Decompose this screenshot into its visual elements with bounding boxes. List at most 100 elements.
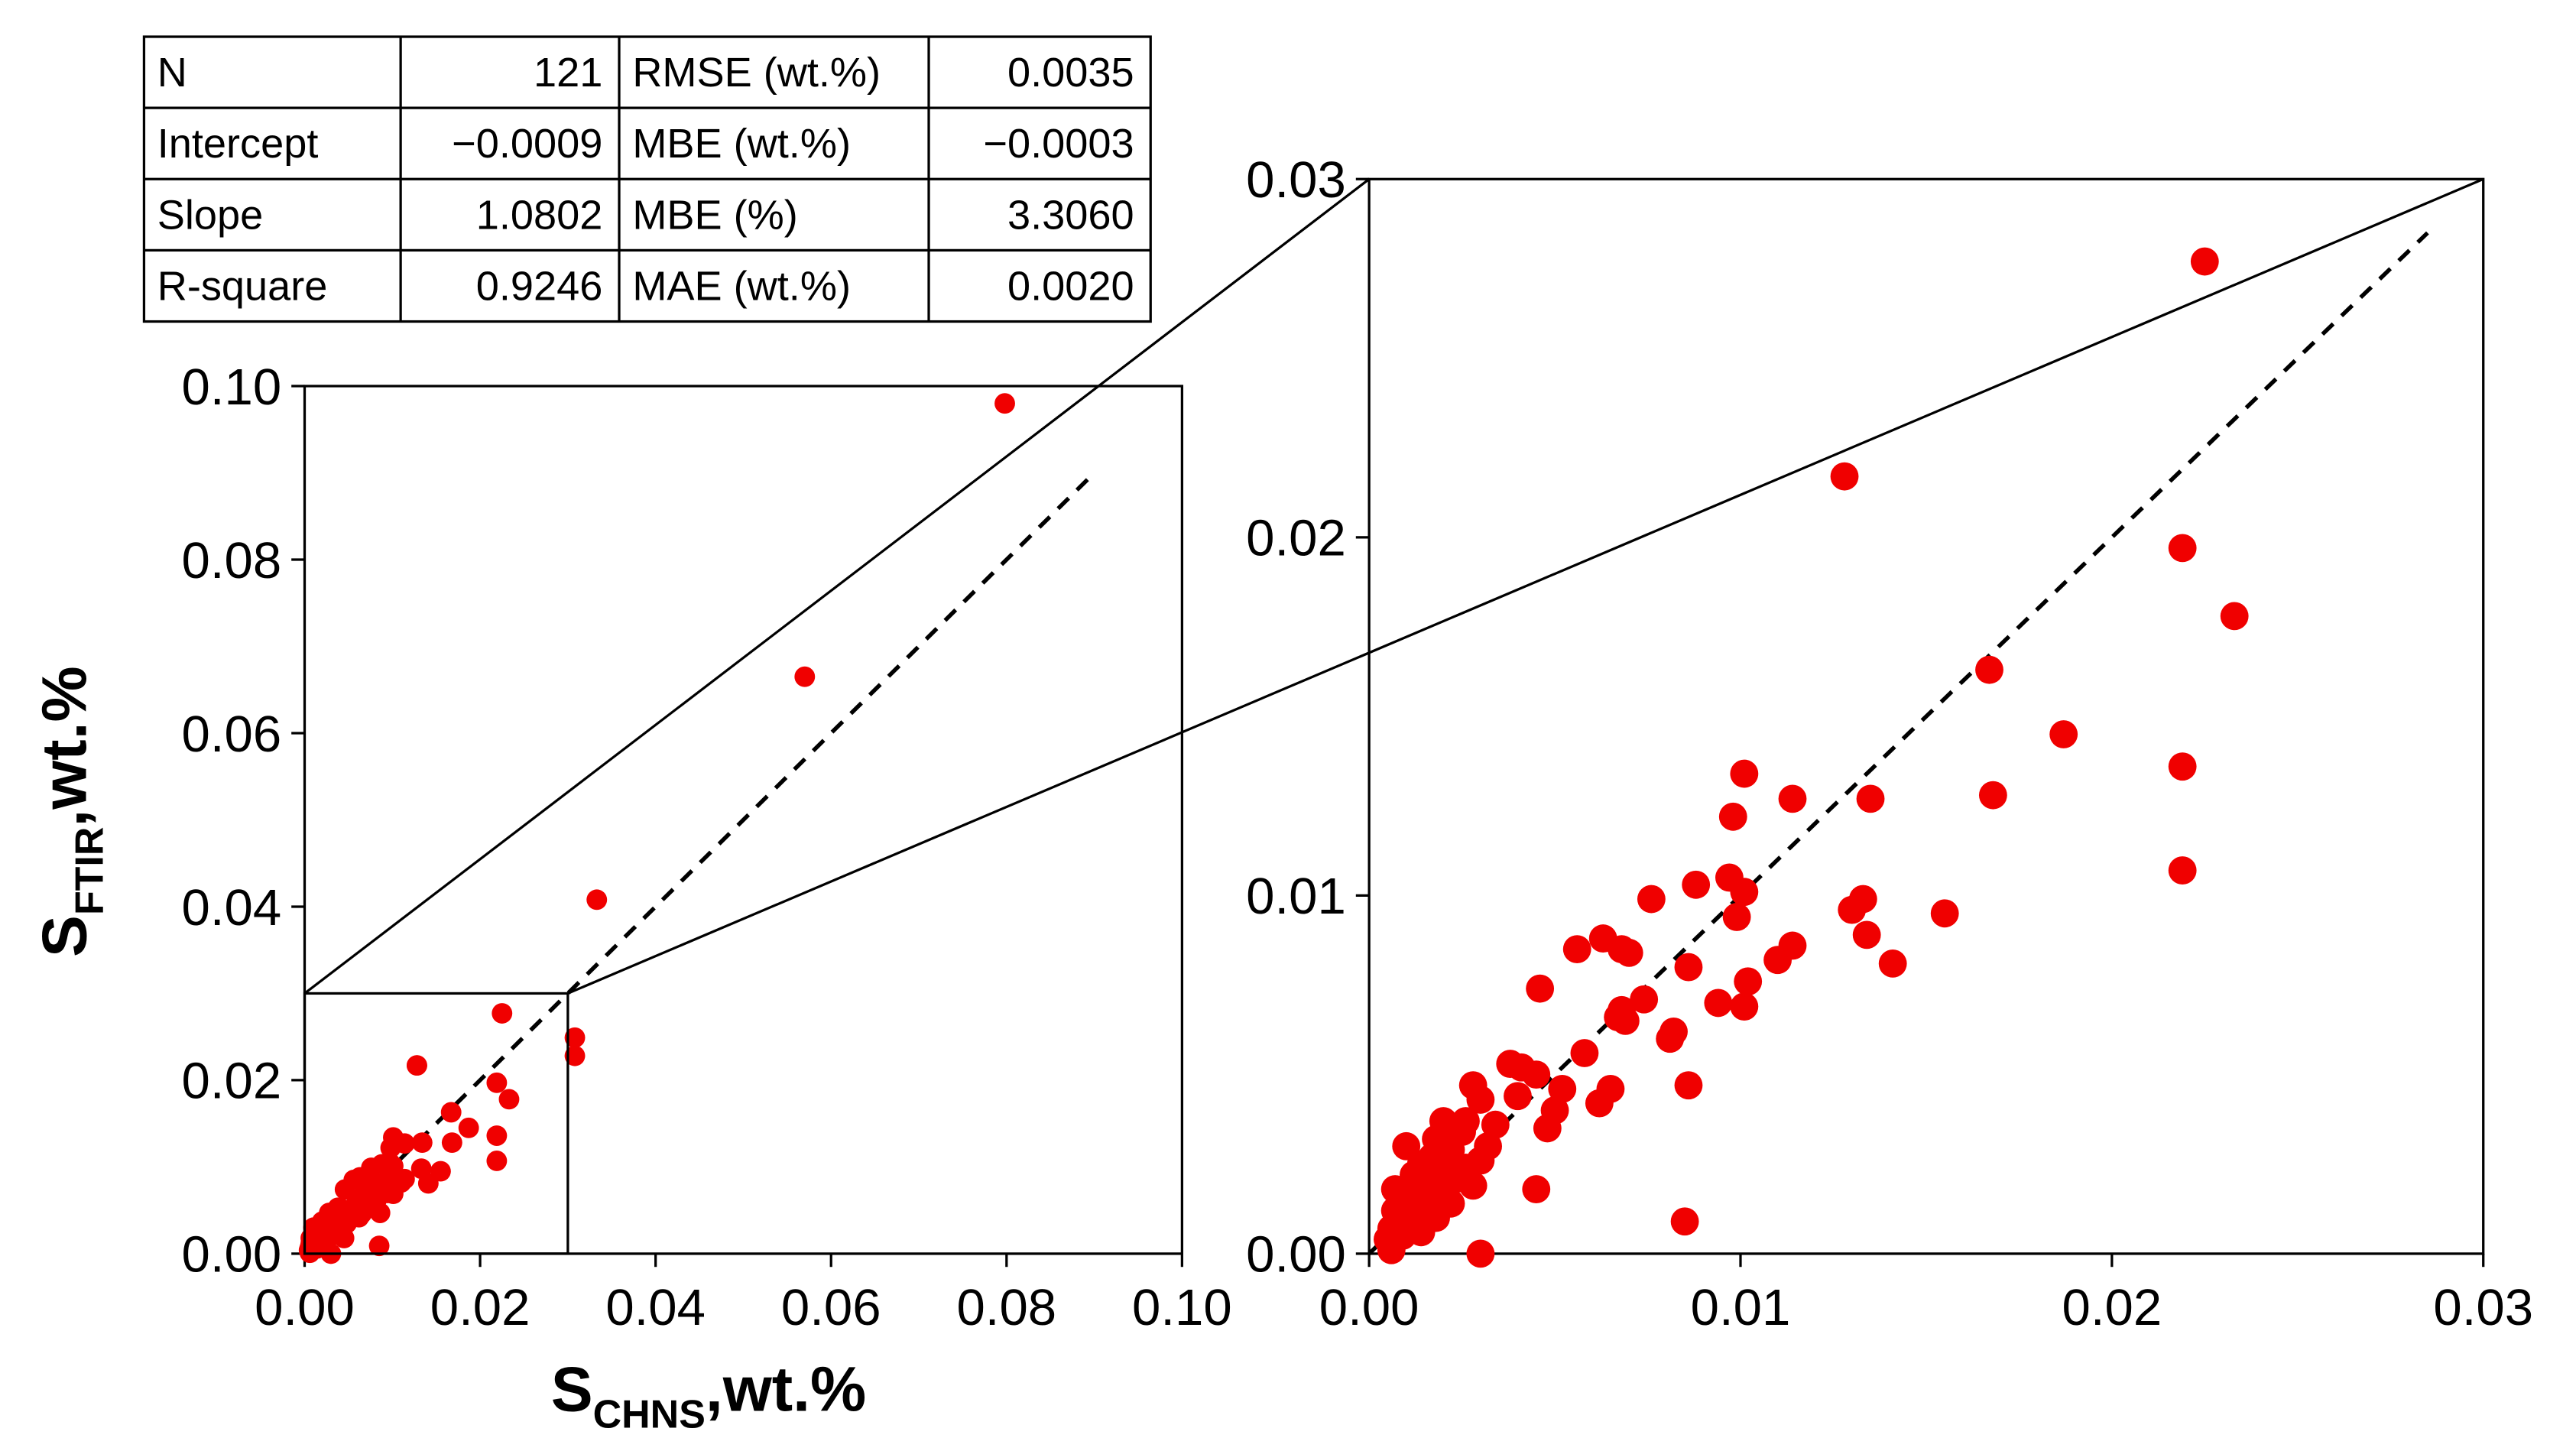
stats-table-cell: MBE (%) — [632, 192, 797, 238]
y-axis-title: SFTIR,wt.% — [30, 666, 112, 957]
data-point — [564, 1027, 586, 1048]
stats-table-cell: Slope — [157, 192, 263, 238]
data-point — [2190, 247, 2219, 276]
x-tick-label: 0.02 — [430, 1279, 530, 1336]
stats-table-cell: 0.9246 — [476, 263, 603, 309]
data-point — [1730, 759, 1759, 788]
stats-table-cell: R-square — [157, 263, 328, 309]
data-point — [1830, 462, 1859, 491]
stats-table-cell: 1.0802 — [476, 192, 603, 238]
y-tick-label: 0.10 — [182, 359, 282, 416]
x-tick-label: 0.06 — [781, 1279, 881, 1336]
data-point — [411, 1132, 433, 1154]
data-point — [1637, 885, 1666, 914]
data-point — [441, 1132, 462, 1154]
data-point — [1562, 935, 1591, 964]
data-point — [1856, 784, 1885, 813]
data-point — [334, 1179, 355, 1200]
stats-table-cell: MAE (wt.%) — [632, 263, 851, 309]
data-point — [1630, 985, 1659, 1014]
data-point — [1778, 784, 1807, 813]
data-point — [1722, 903, 1751, 931]
y-tick-label: 0.00 — [182, 1226, 282, 1284]
stats-table-cell: 121 — [534, 50, 602, 96]
y-axis-title-sub: FTIR — [67, 827, 112, 915]
data-point — [1852, 920, 1881, 949]
stats-table-cell: Intercept — [157, 121, 319, 167]
y-tick-label: 0.06 — [182, 706, 282, 763]
y-tick-label: 0.01 — [1246, 868, 1346, 925]
y-tick-label: 0.02 — [182, 1053, 282, 1110]
stats-table-cell: N — [157, 50, 187, 96]
data-point — [2168, 752, 2197, 781]
data-point — [1526, 974, 1555, 1003]
data-point — [794, 666, 816, 687]
y-axis-title-rest: ,wt.% — [30, 666, 100, 826]
y-tick-label: 0.08 — [182, 532, 282, 589]
data-point — [383, 1183, 404, 1205]
data-point — [1730, 992, 1759, 1021]
x-tick-label: 0.10 — [1132, 1279, 1232, 1336]
full-range-plot: 0.00 0.02 0.04 0.06 0.08 0.10 0.00 0.02 0.04 0.06… — [182, 359, 1232, 1336]
x-axis-title-rest: ,wt.% — [706, 1355, 866, 1425]
x-tick-label: 0.04 — [605, 1279, 706, 1336]
data-point — [1730, 878, 1759, 907]
stats-table-cell: 0.0020 — [1007, 263, 1134, 309]
x-tick-label: 0.00 — [1319, 1279, 1419, 1336]
data-point — [410, 1158, 432, 1180]
data-point — [380, 1138, 401, 1158]
plot-frame — [303, 385, 1184, 1255]
data-point — [1522, 1175, 1551, 1203]
data-point — [1674, 1071, 1703, 1100]
data-point — [1704, 988, 1733, 1018]
data-point — [1614, 938, 1643, 967]
data-point — [486, 1151, 508, 1171]
data-point — [498, 1089, 520, 1110]
data-point — [368, 1235, 390, 1257]
stats-table-cell: 0.0035 — [1007, 50, 1134, 96]
data-point — [1458, 1171, 1488, 1200]
data-point — [2220, 602, 2249, 631]
data-point — [564, 1045, 586, 1066]
data-point — [1611, 1006, 1640, 1035]
data-point — [486, 1072, 508, 1093]
y-axis-title-main: S — [30, 915, 100, 957]
data-point — [1978, 781, 2007, 810]
stats-table-cell: −0.0009 — [452, 121, 602, 167]
stats-table-cell: 3.3060 — [1007, 192, 1134, 238]
data-point — [407, 1055, 427, 1076]
data-point — [1838, 895, 1867, 924]
x-tick-label: 0.01 — [1691, 1279, 1791, 1336]
data-point — [1670, 1207, 1699, 1236]
data-point — [492, 1003, 513, 1024]
data-point — [1674, 953, 1703, 982]
data-point — [1718, 802, 1747, 831]
y-tick-label: 0.04 — [182, 879, 282, 936]
data-point — [369, 1203, 391, 1223]
data-point — [1930, 899, 1959, 928]
data-point — [586, 889, 608, 911]
data-point — [486, 1125, 508, 1146]
data-point — [1570, 1039, 1599, 1067]
zoomed-plot: 0.00 0.01 0.02 0.03 0.00 0.01 0.02 0.03 — [1246, 151, 2533, 1336]
data-point — [458, 1117, 479, 1138]
zoom-connectors — [303, 177, 2484, 995]
zoom-connector-upper-right — [567, 177, 2484, 995]
x-tick-label: 0.08 — [956, 1279, 1056, 1336]
data-point — [333, 1228, 355, 1248]
data-point — [1734, 967, 1763, 996]
x-axis-title: SCHNS,wt.% — [551, 1355, 866, 1437]
y-tick-label: 0.00 — [1246, 1226, 1346, 1284]
stats-table-cell: RMSE (wt.%) — [632, 50, 881, 96]
x-axis-title-sub: CHNS — [593, 1392, 706, 1436]
x-tick-label: 0.03 — [2433, 1279, 2533, 1336]
data-point — [2168, 534, 2197, 563]
x-axis-title-main: S — [551, 1355, 593, 1425]
data-point — [440, 1102, 462, 1123]
data-point — [1466, 1239, 1495, 1268]
data-point — [2168, 856, 2197, 885]
x-tick-label: 0.00 — [255, 1279, 355, 1336]
data-point — [1878, 949, 1907, 978]
data-point — [1533, 1114, 1562, 1143]
